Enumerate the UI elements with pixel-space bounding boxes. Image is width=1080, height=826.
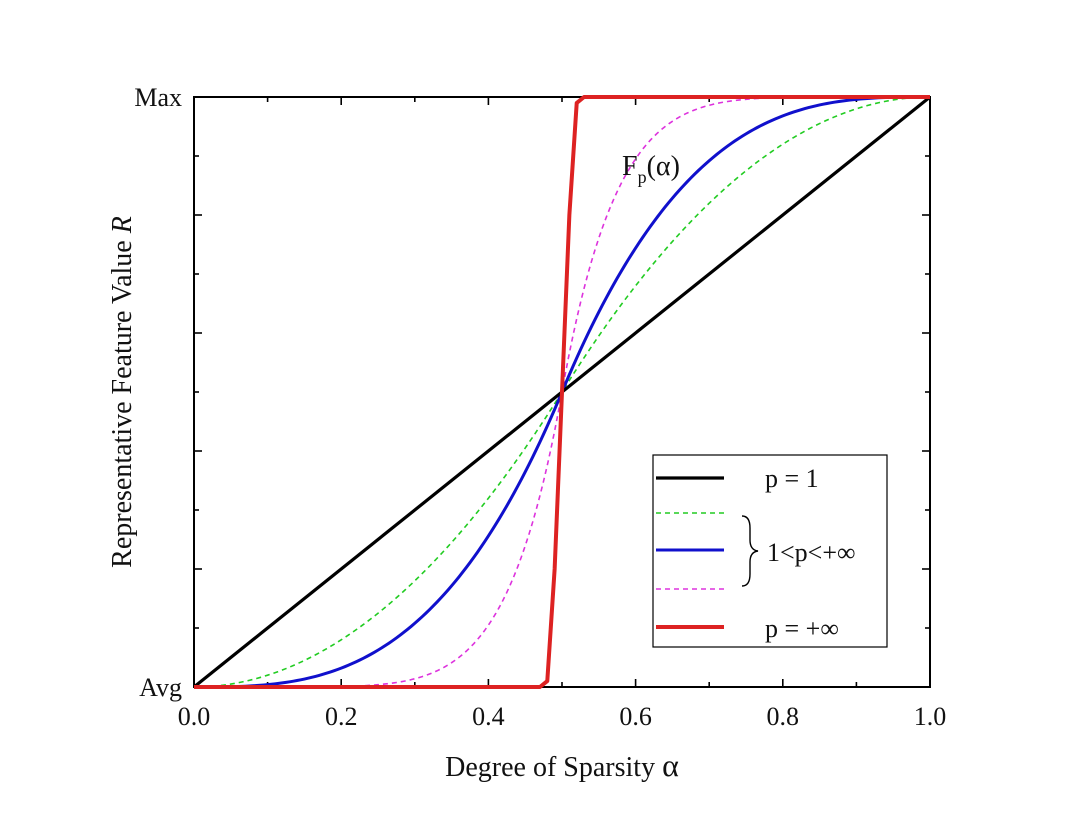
y-axis-label-text: Representative Feature Value <box>107 240 138 568</box>
annotation-main: F <box>622 151 638 182</box>
legend-label-pinf: p = +∞ <box>765 614 839 643</box>
annotation-suffix: (α) <box>647 151 680 182</box>
x-tick-label: 0.0 <box>178 702 211 731</box>
legend-samples <box>656 476 724 629</box>
x-tick-label: 1.0 <box>914 702 947 731</box>
x-axis-label-text: Degree of Sparsity <box>445 752 655 783</box>
series-line <box>194 95 930 689</box>
legend-label-p1: p = 1 <box>765 464 819 493</box>
x-axis-label: Degree of Sparsity α <box>445 747 679 783</box>
x-axis-symbol: α <box>662 747 679 783</box>
tick-labels: 0.0 0.2 0.4 0.6 0.8 1.0 Avg Max <box>134 83 946 731</box>
x-tick-label: 0.8 <box>767 702 800 731</box>
legend-label-group: 1<p<+∞ <box>767 538 856 567</box>
series-lines <box>192 95 932 689</box>
legend: p = 1 1<p<+∞ p = +∞ <box>652 454 888 648</box>
y-tick-label: Avg <box>139 673 182 702</box>
axis-ticks <box>193 96 931 688</box>
y-axis-symbol: R <box>107 216 138 234</box>
x-tick-label: 0.2 <box>325 702 358 731</box>
x-tick-label: 0.4 <box>472 702 505 731</box>
legend-brace <box>741 515 759 587</box>
curve-annotation: Fp(α) <box>622 151 680 187</box>
series-line <box>193 96 931 688</box>
y-axis-label: Representative Feature Value R <box>107 216 138 568</box>
x-tick-label: 0.6 <box>619 702 652 731</box>
y-tick-label: Max <box>134 83 182 112</box>
annotation-subscript: p <box>638 167 647 187</box>
